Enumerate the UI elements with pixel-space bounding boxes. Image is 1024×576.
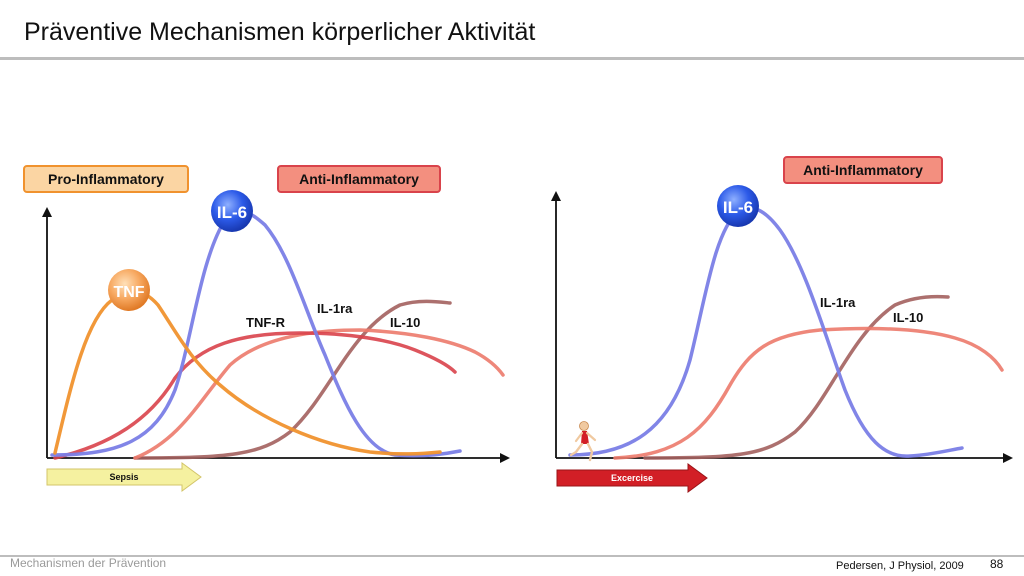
il6-ball-label-left: IL-6 bbox=[217, 203, 247, 222]
tnf-ball: TNF bbox=[108, 269, 150, 311]
citation: Pedersen, J Physiol, 2009 bbox=[836, 560, 964, 572]
left-il10-curve bbox=[133, 299, 452, 460]
exercise-label: Excercise bbox=[611, 473, 653, 483]
exercise-arrow: Excercise bbox=[556, 463, 708, 493]
anti-inflammatory-label-left: Anti-Inflammatory bbox=[299, 171, 419, 187]
anti-inflammatory-box-right: Anti-Inflammatory bbox=[783, 156, 943, 184]
il6-ball-label-right: IL-6 bbox=[723, 198, 753, 217]
right-il6-curve bbox=[568, 206, 964, 458]
il10-label-left: IL-10 bbox=[390, 315, 420, 330]
footer-divider bbox=[0, 555, 1024, 557]
il1ra-label-left: IL-1ra bbox=[317, 301, 353, 316]
il6-ball-left: IL-6 bbox=[211, 190, 253, 232]
page-number: 88 bbox=[990, 557, 1004, 571]
anti-inflammatory-label-right: Anti-Inflammatory bbox=[803, 162, 923, 178]
right-il1ra-curve bbox=[613, 326, 1004, 460]
left-il1ra-curve bbox=[133, 328, 505, 460]
pro-inflammatory-box: Pro-Inflammatory bbox=[23, 165, 189, 193]
anti-inflammatory-box-left: Anti-Inflammatory bbox=[277, 165, 441, 193]
left-panel: Pro-Inflammatory Anti-Inflammatory IL-6 … bbox=[23, 165, 510, 492]
left-tnfr-curve bbox=[53, 331, 457, 460]
il10-label-right: IL-10 bbox=[893, 310, 923, 325]
sepsis-arrow: Sepsis bbox=[46, 462, 202, 492]
sepsis-label: Sepsis bbox=[109, 472, 138, 482]
il6-ball-right: IL-6 bbox=[717, 185, 759, 227]
tnf-ball-label: TNF bbox=[113, 284, 144, 301]
title-divider bbox=[0, 57, 1024, 60]
left-il6-curve bbox=[50, 209, 462, 458]
right-il10-curve bbox=[643, 294, 950, 460]
left-tnf-curve bbox=[53, 289, 442, 456]
tnfr-label: TNF-R bbox=[246, 315, 286, 330]
footer-section-title: Mechanismen der Prävention bbox=[10, 556, 167, 570]
pro-inflammatory-label: Pro-Inflammatory bbox=[48, 171, 164, 187]
il1ra-label-right: IL-1ra bbox=[820, 295, 856, 310]
runner-icon bbox=[569, 421, 597, 462]
right-panel: Anti-Inflammatory IL-6 IL-1ra IL-10 Exce… bbox=[551, 156, 1013, 493]
page-title: Präventive Mechanismen körperlicher Akti… bbox=[24, 18, 536, 46]
